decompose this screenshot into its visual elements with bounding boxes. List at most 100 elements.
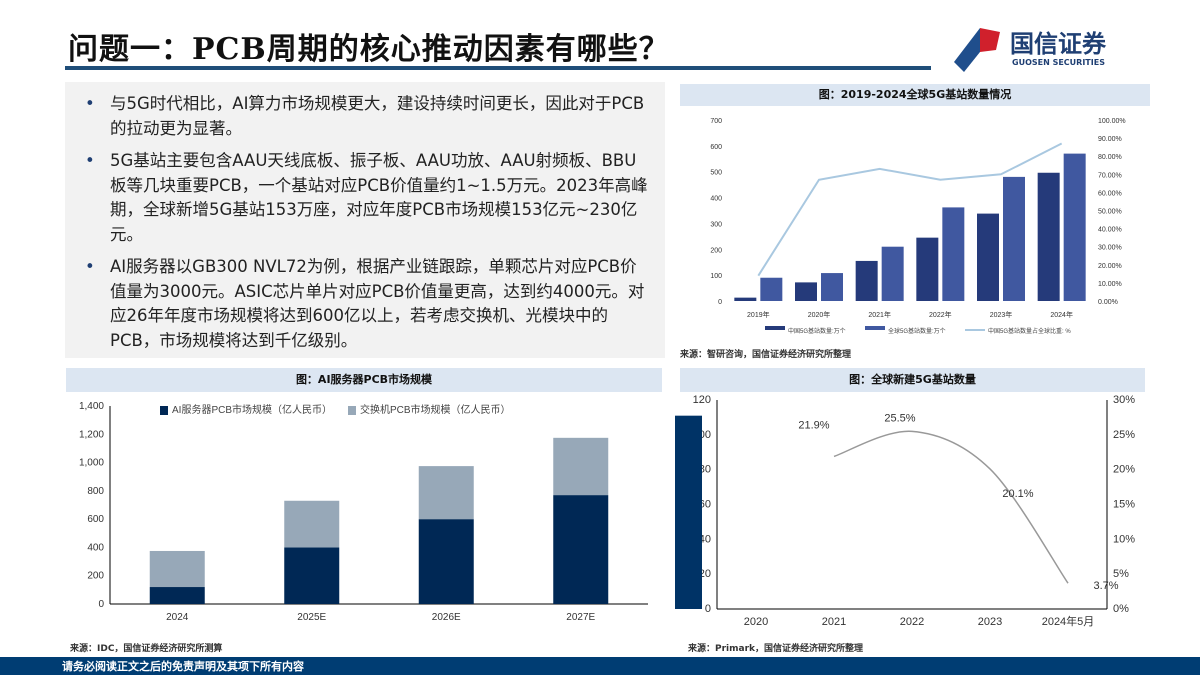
x-tick-label: 2025E: [297, 612, 326, 623]
y2-tick-label: 90.00%: [1098, 136, 1122, 143]
data-label: 25.5%: [884, 412, 915, 424]
y2-tick-label: 15%: [1113, 499, 1135, 511]
y2-tick-label: 25%: [1113, 429, 1135, 441]
y2-tick-label: 60.00%: [1098, 190, 1122, 197]
x-tick-label: 2026E: [432, 612, 461, 623]
x-tick-label: 2024年5月: [1042, 614, 1095, 628]
y-tick-label: 0: [705, 603, 711, 615]
x-tick-label: 2027E: [566, 612, 595, 623]
x-tick-label: 2022: [900, 616, 924, 628]
logo-text-en: GUOSEN SECURITIES: [1012, 58, 1105, 67]
bar: [284, 500, 340, 548]
y-tick-label: 200: [87, 571, 104, 582]
bullet-item: 5G基站主要包含AAU天线底板、振子板、AAU功放、AAU射频板、BBU板等几块…: [85, 149, 651, 247]
x-tick-label: 2021年: [868, 310, 891, 319]
footer-bar: 请务必阅读正文之后的免责声明及其项下所有内容: [0, 657, 1200, 675]
bar: [1063, 153, 1086, 301]
y2-tick-label: 0%: [1113, 603, 1129, 615]
y2-tick-label: 70.00%: [1098, 172, 1122, 179]
y-tick-label: 120: [693, 394, 711, 406]
x-tick-label: 2023: [978, 616, 1002, 628]
y2-tick-label: 20.00%: [1098, 263, 1122, 270]
chart-title: 图：AI服务器PCB市场规模: [66, 368, 662, 392]
title-divider: [65, 66, 931, 70]
y2-tick-label: 5%: [1113, 568, 1129, 580]
y2-tick-label: 30.00%: [1098, 245, 1122, 252]
y-tick-label: 600: [710, 144, 722, 151]
y2-tick-label: 50.00%: [1098, 209, 1122, 216]
legend-swatch: [348, 406, 356, 415]
summary-box: 与5G时代相比，AI算力市场规模更大，建设持续时间更长，因此对于PCB的拉动更为…: [65, 82, 665, 358]
legend-label: 中国5G基站数量:万个: [788, 327, 846, 335]
bar: [149, 550, 205, 588]
y-tick-label: 600: [87, 514, 104, 525]
chart-source: 来源：IDC，国信证券经济研究所测算: [70, 644, 223, 654]
x-tick-label: 2019年: [747, 310, 770, 319]
legend-label: 交换机PCB市场规模（亿人民币）: [360, 403, 511, 416]
legend-swatch: [160, 406, 168, 415]
y-tick-label: 1,400: [79, 401, 104, 412]
bar: [760, 277, 783, 301]
line-series: [833, 430, 1069, 584]
bullet-item: AI服务器以GB300 NVL72为例，根据产业链跟踪，单颗芯片对应PCB价值量…: [85, 255, 651, 353]
x-tick-label: 2024: [166, 612, 189, 623]
y-tick-label: 400: [710, 196, 722, 203]
chart-title: 图：2019-2024全球5G基站数量情况: [680, 84, 1150, 106]
bar: [553, 437, 609, 496]
x-tick-label: 2021: [822, 616, 846, 628]
y-tick-label: 0: [718, 299, 722, 306]
legend-swatch: [865, 326, 885, 330]
disclaimer-text: 请务必阅读正文之后的免责声明及其项下所有内容: [62, 660, 304, 673]
legend-label: 中国5G基站数量占全球比重: %: [988, 327, 1071, 335]
y2-tick-label: 10%: [1113, 533, 1135, 545]
y-tick-label: 500: [710, 170, 722, 177]
line-series: [757, 142, 1063, 277]
legend-label: AI服务器PCB市场规模（亿人民币）: [172, 403, 332, 416]
x-tick-label: 2020: [744, 616, 768, 628]
y2-tick-label: 100.00%: [1098, 118, 1126, 125]
chart-new-5g-stations: 0204060801001200%5%10%15%20%25%30%202020…: [675, 394, 1135, 628]
bar: [418, 466, 474, 520]
x-tick-label: 2023年: [990, 310, 1013, 319]
y-tick-label: 700: [710, 118, 722, 125]
bar: [942, 207, 965, 301]
chart-title: 图：全球新建5G基站数量: [680, 368, 1145, 392]
bar: [1037, 172, 1060, 301]
y-tick-label: 800: [87, 486, 104, 497]
legend-label: 全球5G基站数量:万个: [888, 327, 946, 335]
company-logo: 国信证券 GUOSEN SECURITIES: [950, 22, 1150, 72]
data-label: 21.9%: [798, 419, 829, 431]
chart-source: 来源：Primark，国信证券经济研究所整理: [688, 644, 863, 654]
x-tick-label: 2020年: [808, 310, 831, 319]
page-title: 问题一：PCB周期的核心推动因素有哪些？: [68, 32, 670, 67]
bar: [977, 213, 999, 301]
x-tick-label: 2024年: [1050, 310, 1073, 319]
bar: [795, 282, 817, 301]
y-tick-label: 400: [87, 542, 104, 553]
chart-ai-server-pcb: 0 200 400 600 800 1,000 1,200 1,400 2024 2025E 202…: [79, 401, 648, 623]
bar: [821, 273, 843, 301]
bar: [418, 519, 474, 604]
y2-tick-label: 40.00%: [1098, 227, 1122, 234]
bar: [916, 237, 939, 301]
chart-5g-base-stations: 0 100 200 300 400 500 600 700 0.00% 10.00% 20.00% 3…: [710, 118, 1126, 335]
logo-text-cn: 国信证券: [1010, 30, 1106, 58]
x-tick-label: 2022年: [929, 310, 952, 319]
bar: [881, 246, 904, 301]
bar: [855, 260, 878, 301]
bullet-item: 与5G时代相比，AI算力市场规模更大，建设持续时间更长，因此对于PCB的拉动更为…: [85, 92, 651, 141]
data-label: 3.7%: [1093, 580, 1118, 592]
bar: [553, 495, 609, 604]
logo-mark-icon: [954, 28, 1000, 72]
y-tick-label: 100: [710, 273, 722, 280]
bar: [734, 297, 757, 301]
y2-tick-label: 20%: [1113, 464, 1135, 476]
data-label: 20.1%: [1002, 488, 1033, 500]
bar: [675, 415, 702, 609]
bar: [284, 547, 340, 604]
y-tick-label: 300: [710, 221, 722, 228]
y-tick-label: 1,200: [79, 429, 104, 440]
legend-swatch: [765, 326, 785, 330]
y2-tick-label: 80.00%: [1098, 154, 1122, 161]
y-tick-label: 1,000: [79, 458, 104, 469]
